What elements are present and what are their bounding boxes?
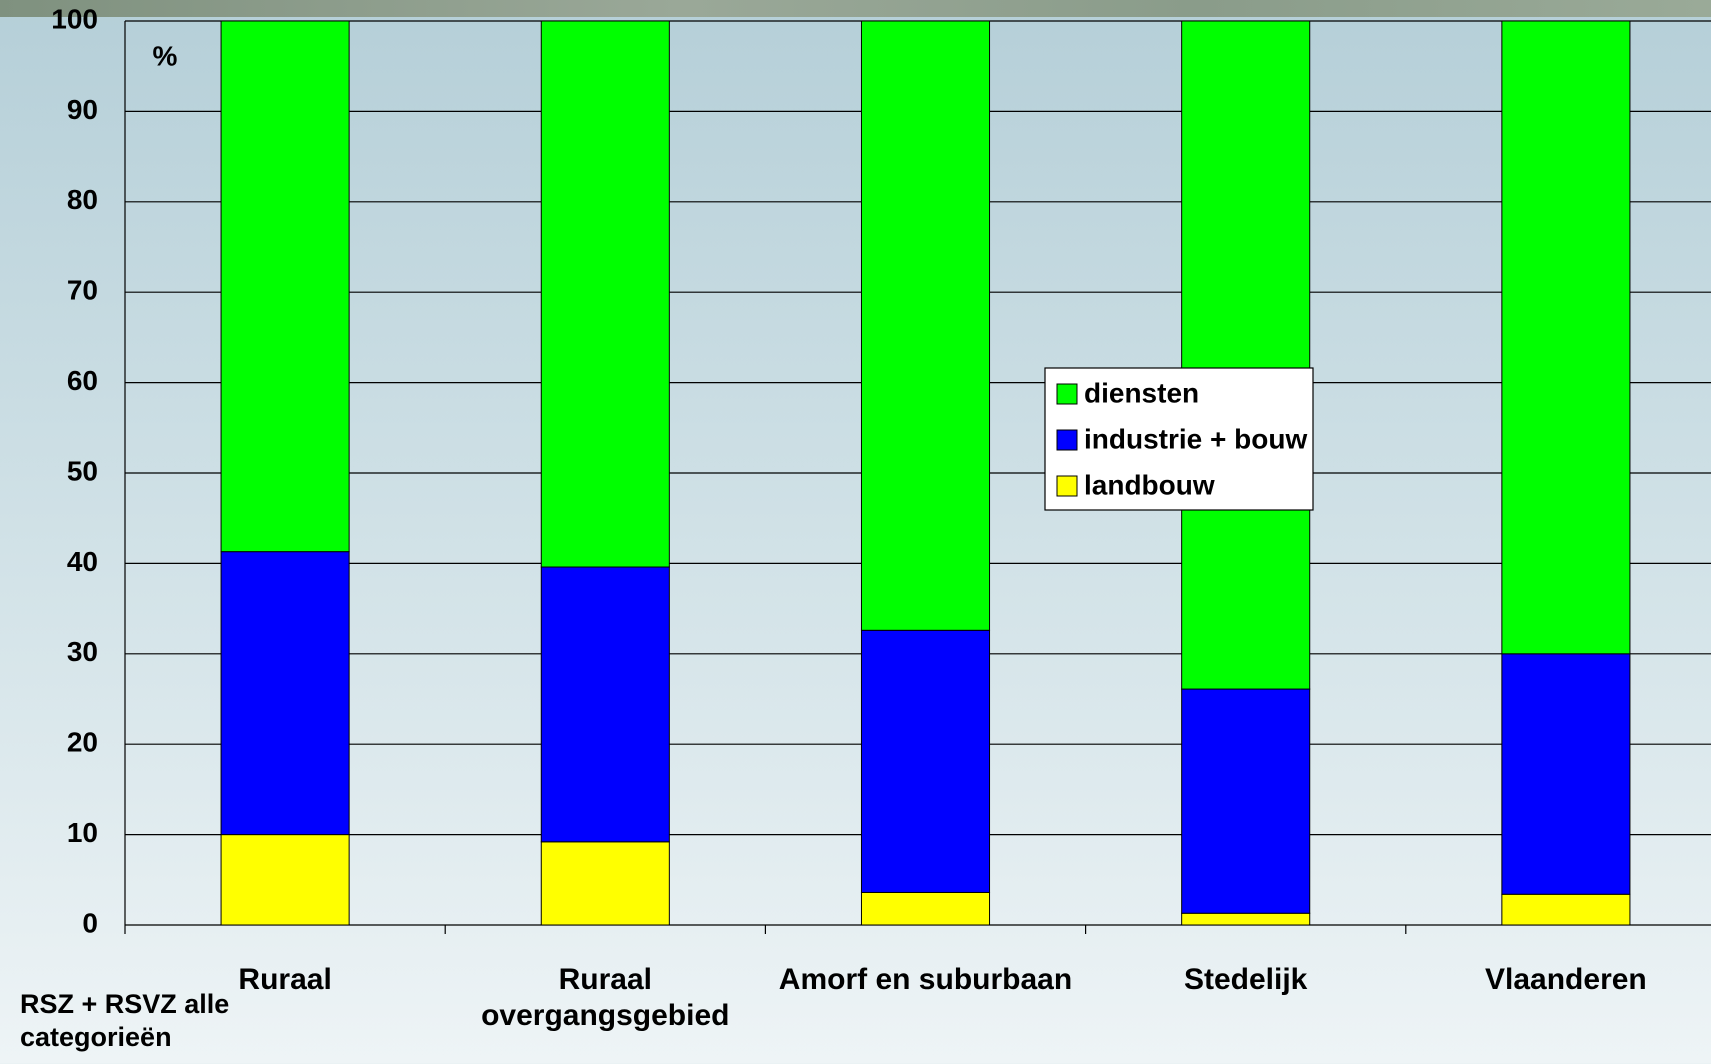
legend-label: industrie + bouw — [1084, 423, 1307, 454]
unit-label: % — [153, 40, 178, 71]
bar-segment — [220, 551, 350, 836]
legend-swatch — [1056, 475, 1078, 497]
bar-segment — [860, 629, 991, 893]
note: RSZ + RSVZ alle categorieën — [20, 989, 230, 1052]
y-tick-label: 20 — [67, 727, 98, 758]
bar-segment — [860, 20, 991, 631]
bar-segment — [1501, 653, 1631, 895]
y-tick-label: 70 — [67, 275, 98, 306]
bar-segment — [220, 20, 350, 553]
x-tick-label: Ruraal overgangsgebied — [481, 963, 730, 1032]
bar-segment — [1501, 20, 1631, 655]
bar-segment — [1501, 893, 1631, 926]
legend: diensten industrie + bouw landbouw — [1044, 367, 1314, 511]
bar-segment — [540, 841, 670, 926]
bar-segment — [540, 566, 670, 843]
header-strip — [0, 0, 1711, 17]
y-tick-label: 80 — [67, 184, 98, 215]
legend-swatch — [1056, 383, 1078, 405]
y-tick-label: 100 — [51, 3, 98, 34]
bar-segment — [1181, 20, 1311, 690]
x-tick-label: Stedelijk — [1183, 963, 1308, 996]
y-tick-label: 30 — [67, 636, 98, 667]
x-tick-label: Amorf en suburbaan — [778, 963, 1073, 996]
y-tick-label: 90 — [67, 94, 98, 125]
x-tick-label: Ruraal — [238, 963, 332, 996]
y-tick-label: 10 — [67, 817, 98, 848]
legend-box — [1044, 367, 1314, 511]
legend-label: landbouw — [1084, 469, 1215, 500]
bar-segment — [220, 834, 350, 926]
bar-segment — [1181, 688, 1311, 914]
bar-segment — [860, 891, 991, 926]
x-tick-label: Vlaanderen — [1485, 963, 1647, 996]
y-tick-label: 60 — [67, 365, 98, 396]
y-tick-label: 0 — [82, 907, 98, 938]
bar-segment — [1181, 912, 1311, 926]
y-tick-label: 40 — [67, 546, 98, 577]
legend-label: diensten — [1084, 377, 1199, 408]
legend-swatch — [1056, 429, 1078, 451]
y-tick-label: 50 — [67, 455, 98, 486]
bar-segment — [540, 20, 670, 568]
